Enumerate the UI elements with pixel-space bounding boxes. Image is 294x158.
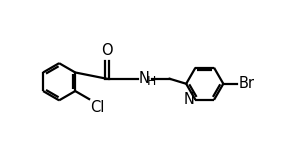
Text: N: N: [184, 92, 195, 107]
Text: Cl: Cl: [90, 100, 104, 115]
Text: H: H: [147, 75, 156, 88]
Text: O: O: [101, 43, 113, 58]
Text: N: N: [138, 71, 149, 86]
Text: Br: Br: [238, 76, 254, 91]
